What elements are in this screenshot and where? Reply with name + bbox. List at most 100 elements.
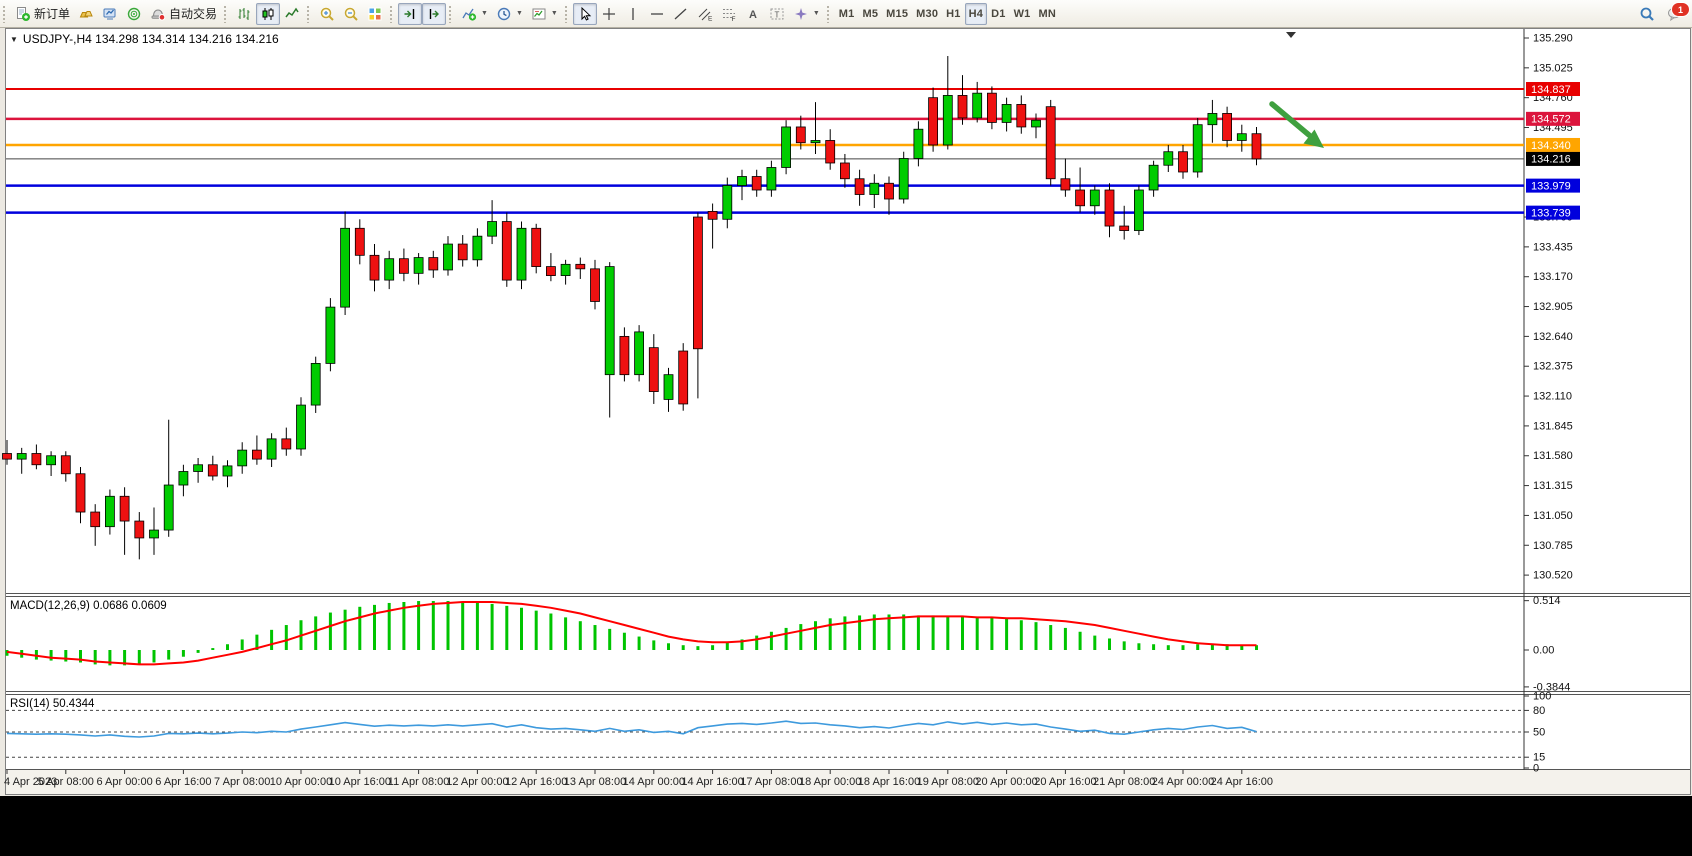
candle (1016, 95, 1027, 134)
signals-button[interactable] (122, 3, 146, 25)
periods-button-icon (497, 7, 511, 20)
timeframe-h4[interactable]: H4 (964, 2, 988, 25)
time-tick-label: 18 Apr 00:00 (799, 776, 861, 788)
templates-button-icon (532, 8, 546, 19)
timeframe-h1[interactable]: H1 (942, 3, 964, 25)
macd-bar (284, 625, 288, 650)
chevron-down-icon[interactable]: ▼ (812, 10, 820, 17)
bar-chart-button[interactable] (232, 3, 256, 25)
price-chart-canvas[interactable]: 135.290135.025134.760134.495133.700133.4… (0, 28, 1692, 796)
zoom-in-button[interactable] (315, 3, 339, 25)
crosshair-button[interactable] (597, 3, 621, 25)
toolbar-grip (2, 4, 7, 23)
auto-scroll-button-icon (404, 8, 415, 19)
vertical-line-button[interactable] (621, 3, 645, 25)
macd-bar (564, 617, 568, 650)
tile-windows-button[interactable] (363, 3, 387, 25)
text-label-button-icon: T (770, 8, 784, 19)
time-tick-label: 11 Apr 08:00 (388, 776, 450, 788)
time-tick-label: 5 Apr 08:00 (38, 776, 94, 788)
macd-bar (1152, 644, 1156, 650)
candle (766, 160, 777, 197)
indicators-button-icon (462, 8, 477, 21)
search-button[interactable] (1636, 3, 1658, 25)
svg-text:E: E (708, 15, 713, 22)
market-watch-button[interactable] (74, 3, 98, 25)
macd-bar (652, 640, 656, 650)
candle (1045, 99, 1056, 186)
macd-bar (755, 635, 759, 650)
svg-text:F: F (731, 16, 735, 22)
candlestick-chart-button[interactable] (256, 2, 281, 25)
main-toolbar: 新订单 自动交易 ▼ ▼ ▼ E F A T ▼ M1 M5 M15 M30 H1 H4 D1 W1 MN 1 (0, 0, 1692, 28)
timeframe-m1[interactable]: M1 (835, 3, 859, 25)
zoom-out-button[interactable] (339, 3, 363, 25)
candle (663, 367, 674, 412)
timeframe-label: M5 (862, 7, 879, 20)
main-panel[interactable] (2, 56, 1525, 560)
line-chart-button[interactable] (280, 3, 304, 25)
candle (105, 489, 115, 535)
channel-button[interactable]: E (693, 3, 717, 25)
chart-shift-marker[interactable] (1286, 32, 1296, 38)
arrows-button[interactable]: ▼ (789, 3, 824, 25)
macd-bar (137, 650, 141, 665)
rsi-tick-label: 0 (1533, 763, 1539, 775)
svg-text:133.739: 133.739 (1531, 207, 1571, 219)
periods-button[interactable]: ▼ (492, 3, 527, 25)
trendline-button[interactable] (669, 3, 693, 25)
autotrading-button[interactable]: 自动交易 (146, 3, 221, 25)
candle (310, 356, 321, 413)
toolbar-grip (306, 4, 312, 23)
macd-bar (79, 650, 82, 663)
macd-bar (946, 616, 950, 650)
timeframe-mn[interactable]: MN (1034, 3, 1060, 25)
macd-bar (1093, 635, 1097, 650)
timeframe-m5[interactable]: M5 (858, 3, 882, 25)
price-tick-label: 133.170 (1533, 271, 1573, 283)
timeframe-label: H1 (946, 7, 961, 20)
notification-badge: 1 (1671, 2, 1690, 17)
macd-bar (431, 601, 435, 650)
horizontal-line-button[interactable] (645, 3, 669, 25)
chart-dropdown-icon[interactable]: ▼ (10, 34, 18, 44)
candle (693, 212, 703, 399)
market-watch-button-icon (79, 10, 93, 17)
autotrading-button-icon (151, 8, 166, 21)
timeframe-d1[interactable]: D1 (987, 3, 1009, 25)
data-window-button[interactable] (98, 3, 122, 25)
macd-bar (1210, 644, 1214, 650)
auto-scroll-button[interactable] (398, 2, 423, 25)
indicators-button[interactable]: ▼ (457, 3, 492, 25)
fibonacci-button[interactable]: F (717, 3, 741, 25)
notifications-button[interactable]: 1 (1664, 2, 1690, 25)
timeframe-m15[interactable]: M15 (882, 3, 912, 25)
macd-bar (990, 617, 994, 650)
macd-panel[interactable]: MACD(12,26,9) 0.0686 0.0609 0.514 0.00 -0.3… (5, 595, 1571, 693)
chart-shift-button[interactable] (422, 2, 447, 25)
text-label-button[interactable]: T (765, 3, 789, 25)
cursor-button[interactable] (572, 2, 597, 25)
price-tick-label: 131.050 (1533, 510, 1573, 522)
timeframe-w1[interactable]: W1 (1010, 3, 1035, 25)
chevron-down-icon[interactable]: ▼ (550, 10, 558, 17)
timeframe-m30[interactable]: M30 (912, 3, 942, 25)
price-tick-label: 130.520 (1533, 570, 1573, 582)
time-tick-label: 7 Apr 08:00 (214, 776, 270, 788)
candle (1031, 113, 1041, 139)
candle (413, 253, 424, 285)
chevron-down-icon[interactable]: ▼ (481, 10, 488, 17)
candle (1163, 144, 1174, 172)
macd-bar (211, 648, 215, 650)
templates-button[interactable]: ▼ (527, 3, 562, 25)
candle (1192, 117, 1203, 178)
macd-label: MACD(12,26,9) 0.0686 0.0609 (10, 600, 167, 612)
chevron-down-icon[interactable]: ▼ (515, 10, 523, 17)
price-tick-label: 131.580 (1533, 450, 1573, 462)
text-button[interactable]: A (741, 3, 765, 25)
price-axis: 135.290135.025134.760134.495133.700133.4… (1524, 33, 1580, 582)
new-order-button[interactable]: 新订单 (11, 3, 74, 25)
rsi-panel[interactable]: RSI(14) 50.4344 100 80 50 150 (6, 691, 1551, 775)
zoom-out-button-icon (344, 7, 358, 21)
